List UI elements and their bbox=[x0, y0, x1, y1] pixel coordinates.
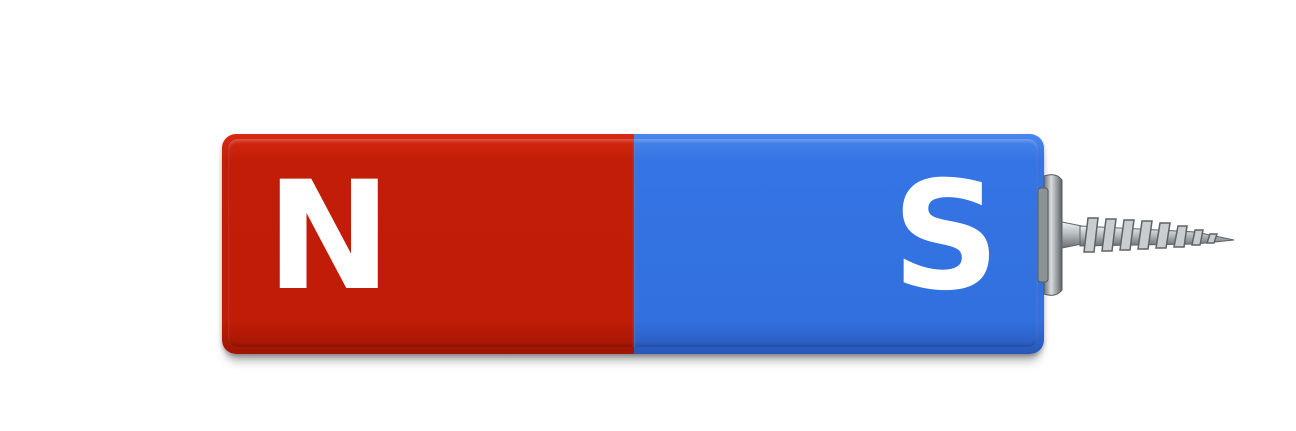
south-pole: S bbox=[634, 134, 1044, 354]
north-pole-label: N bbox=[266, 150, 392, 324]
north-pole: N bbox=[222, 134, 634, 354]
bar-magnet: N S bbox=[222, 134, 1044, 354]
south-pole-label: S bbox=[891, 150, 1000, 324]
screw-icon bbox=[1037, 174, 1235, 296]
